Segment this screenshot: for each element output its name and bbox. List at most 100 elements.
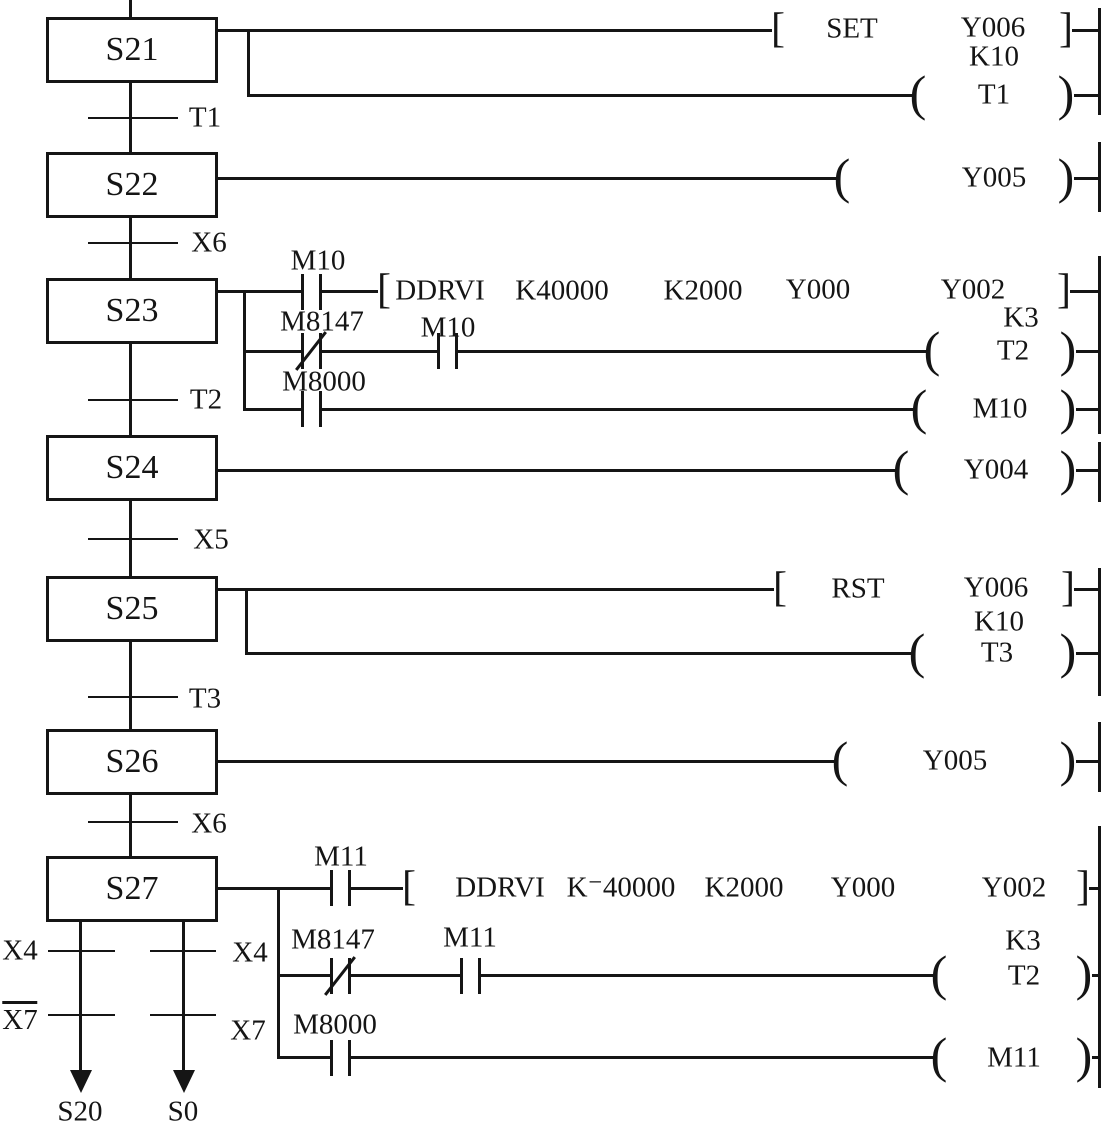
bracket-open: [ — [771, 6, 785, 53]
contact-bar — [330, 870, 333, 906]
right-rail — [1098, 722, 1101, 792]
flow-line — [129, 642, 132, 729]
coil-close: ) — [1059, 731, 1077, 787]
exit-tick-x4-left — [48, 950, 115, 952]
transition-label-x6: X6 — [191, 226, 227, 259]
nc-contact-bar — [301, 333, 304, 369]
nc-contact-bar — [319, 333, 322, 369]
rung-line — [322, 350, 437, 353]
coil-m11: M11 — [987, 1041, 1041, 1074]
timer-preset-k3: K3 — [1005, 924, 1041, 957]
instruction-op-ddrvi: DDRVI — [395, 274, 485, 307]
instruction-arg: K2000 — [663, 274, 743, 307]
right-rail — [1098, 8, 1101, 115]
state-label: S21 — [105, 31, 159, 68]
contact-label-m10: M10 — [290, 244, 346, 277]
contact-bar — [319, 274, 322, 310]
contact-bar — [437, 333, 440, 369]
state-label: S24 — [105, 449, 159, 486]
state-box-s22: S22 — [46, 152, 218, 218]
rung-line — [1070, 290, 1101, 293]
rung-line — [243, 350, 301, 353]
exit-label-x7-left-overlined: X7 — [2, 1001, 38, 1035]
rung-line — [1089, 887, 1101, 890]
exit-label-x7-right: X7 — [230, 1014, 266, 1047]
transition-tick-t3 — [88, 696, 178, 698]
instruction-arg: K⁻40000 — [566, 871, 676, 904]
transition-label-t3: T3 — [188, 682, 222, 715]
coil-close: ) — [1059, 440, 1077, 496]
instruction-op-ddrvi: DDRVI — [455, 871, 545, 904]
contact-bar — [348, 870, 351, 906]
coil-y004: Y004 — [963, 453, 1029, 486]
nc-contact-bar — [330, 958, 333, 994]
bracket-open: [ — [377, 267, 391, 314]
coil-open: ( — [910, 379, 928, 435]
contact-label-m8147: M8147 — [280, 305, 364, 338]
rung-line — [351, 1056, 933, 1059]
instruction-arg: K40000 — [515, 274, 609, 307]
coil-open: ( — [930, 1027, 948, 1083]
bracket-close: ] — [1059, 6, 1073, 53]
transition-label-x5: X5 — [193, 523, 229, 556]
instruction-arg: Y002 — [981, 871, 1047, 904]
ladder-branch-line — [247, 29, 250, 97]
instruction-arg: Y000 — [785, 273, 851, 306]
coil-y005: Y005 — [961, 161, 1027, 194]
rung-line — [322, 290, 378, 293]
state-box-s23: S23 — [46, 278, 218, 344]
state-box-s21: S21 — [46, 17, 218, 83]
instruction-op-rst: RST — [831, 572, 885, 605]
flow-line — [129, 0, 132, 17]
rung-line — [243, 408, 301, 411]
rung-line — [1074, 588, 1101, 591]
transition-tick-t1 — [88, 117, 178, 119]
contact-bar — [319, 391, 322, 427]
contact-bar — [455, 333, 458, 369]
rung-line — [1074, 94, 1101, 97]
contact-bar — [330, 1040, 333, 1076]
jump-target-s0: S0 — [167, 1095, 199, 1126]
ladder-branch-line — [245, 588, 248, 654]
instruction-arg: K2000 — [704, 871, 784, 904]
rung-line — [277, 974, 330, 977]
state-label: S25 — [105, 590, 159, 627]
bracket-open: [ — [402, 864, 416, 911]
transition-label-t2: T2 — [189, 383, 223, 416]
rung-line — [1072, 29, 1101, 32]
exit-label-x4-left: X4 — [2, 934, 38, 967]
state-box-s25: S25 — [46, 576, 218, 642]
rung-line — [245, 652, 911, 655]
coil-open: ( — [831, 731, 849, 787]
contact-label-m10: M10 — [420, 311, 476, 344]
coil-close: ) — [1075, 945, 1093, 1001]
rung-line — [1076, 469, 1101, 472]
contact-label-m11: M11 — [314, 840, 368, 873]
contact-bar — [301, 274, 304, 310]
coil-t2: T2 — [1007, 959, 1041, 992]
right-rail — [1098, 568, 1101, 696]
rung-line — [218, 887, 330, 890]
nc-contact-bar — [348, 958, 351, 994]
state-label: S23 — [105, 292, 159, 329]
coil-close: ) — [1057, 65, 1075, 121]
instruction-arg: Y000 — [830, 871, 896, 904]
state-box-s26: S26 — [46, 729, 218, 795]
rung-line — [1076, 350, 1101, 353]
rung-line — [218, 588, 774, 591]
right-rail — [1098, 826, 1101, 1088]
contact-bar — [301, 391, 304, 427]
coil-close: ) — [1059, 321, 1077, 377]
flow-line — [129, 344, 132, 435]
coil-close: ) — [1075, 1027, 1093, 1083]
contact-bar — [478, 958, 481, 994]
contact-label-m8000: M8000 — [293, 1008, 377, 1041]
rung-line — [351, 887, 403, 890]
coil-open: ( — [892, 440, 910, 496]
transition-label-x6b: X6 — [191, 807, 227, 840]
exit-branch-line-right — [182, 920, 185, 1071]
rung-line — [247, 94, 912, 97]
flow-line — [129, 795, 132, 856]
state-box-s27: S27 — [46, 856, 218, 922]
rung-line — [481, 974, 933, 977]
